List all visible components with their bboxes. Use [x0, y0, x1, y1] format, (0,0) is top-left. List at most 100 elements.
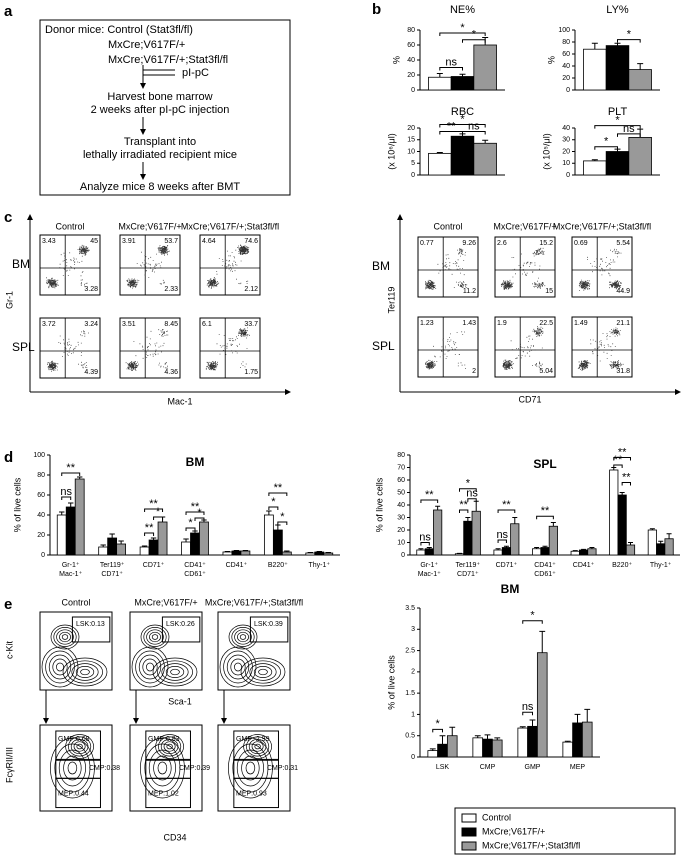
quadrant-value: 53.7	[164, 238, 178, 245]
significance-bracket	[621, 482, 631, 486]
significance-label: **	[459, 499, 468, 511]
quadrant-value: 11.2	[463, 288, 476, 295]
contour	[41, 646, 79, 688]
error-bar	[666, 533, 672, 539]
y-tick-label: 0	[411, 87, 415, 94]
bar	[540, 547, 550, 556]
x-tick-label: CD41⁺	[226, 562, 248, 569]
y-tick-label: 2	[411, 669, 415, 676]
bar	[116, 543, 127, 556]
significance-label: **	[274, 482, 283, 494]
flow-dots	[206, 244, 250, 289]
bar	[157, 521, 168, 556]
significance-bracket	[462, 39, 486, 43]
y-axis-label: % of live cells	[374, 477, 384, 532]
significance-bracket	[594, 125, 641, 129]
error-bar	[436, 151, 443, 154]
significance-label: *	[271, 496, 276, 508]
quadrant-value: 1.75	[244, 369, 258, 376]
significance-bracket	[594, 146, 618, 150]
error-bar	[449, 726, 456, 736]
contour	[163, 741, 176, 752]
contour	[146, 662, 154, 672]
contour	[138, 654, 162, 680]
error-bar	[436, 73, 443, 78]
x-tick-label: GMP	[525, 764, 541, 771]
schema-donor: MxCre;V617F/+;Stat3fl/fl	[108, 54, 228, 66]
error-bar	[584, 708, 591, 723]
error-bar	[109, 533, 115, 538]
significance-label: **	[502, 499, 511, 511]
gate-label: LSK:0.26	[166, 621, 195, 628]
quadrant-value: 5.54	[616, 240, 630, 247]
significance-bracket	[617, 39, 641, 43]
contour	[71, 663, 99, 681]
bar	[473, 44, 497, 91]
contour	[63, 755, 82, 781]
axis-label: Gr-1	[4, 291, 14, 309]
error-bar	[76, 476, 83, 479]
bar	[493, 549, 503, 556]
y-tick-label: 40	[407, 57, 415, 64]
contour	[230, 658, 246, 676]
column-title: MxCre;V617F/+	[134, 597, 197, 607]
error-bar	[439, 735, 446, 745]
flow-dots	[126, 245, 170, 289]
significance-bracket	[185, 527, 196, 531]
y-axis-label: % of live cells	[386, 655, 396, 710]
quadrant-value: 4.64	[202, 238, 216, 245]
error-bar	[637, 63, 644, 70]
error-bar	[150, 537, 157, 540]
y-tick-label: 60	[562, 51, 570, 58]
y-tick-label: 80	[397, 452, 405, 459]
error-bar	[534, 547, 540, 549]
y-tick-label: 0	[411, 754, 415, 761]
error-bar	[658, 540, 664, 544]
bar	[562, 741, 574, 758]
error-bar	[429, 748, 436, 751]
flow-dots	[47, 330, 89, 372]
contour	[50, 737, 95, 799]
error-bar	[316, 551, 322, 552]
bar	[446, 735, 458, 758]
schema-step: Transplant into	[124, 136, 196, 148]
gate	[145, 730, 191, 761]
x-tick-label: Thy-1⁺	[308, 562, 330, 569]
y-tick-label: 20	[562, 148, 570, 155]
error-bar	[118, 540, 124, 544]
contour	[155, 734, 184, 759]
x-tick-label: Ter119⁺ CD71⁺	[100, 562, 125, 578]
quadrant-value: 74.6	[244, 238, 258, 245]
bar	[433, 509, 443, 556]
bar	[454, 553, 465, 556]
contour	[157, 761, 168, 775]
chart-title: PLT	[608, 106, 628, 118]
contour	[232, 743, 269, 793]
contour	[253, 666, 273, 678]
bar	[428, 76, 452, 91]
bar	[437, 743, 448, 758]
significance-label: **	[149, 498, 158, 510]
significance-label: *	[188, 517, 193, 529]
y-tick-label: 60	[407, 42, 415, 49]
contour	[243, 734, 272, 759]
bar	[74, 478, 85, 556]
y-tick-label: 3.5	[405, 605, 415, 612]
y-tick-label: 0	[566, 172, 570, 179]
error-bar	[233, 550, 240, 551]
schema-step: lethally irradiated recipient mice	[83, 149, 237, 161]
significance-bracket	[144, 532, 155, 536]
y-axis-label: % of live cells	[12, 477, 22, 532]
row-label: BM	[12, 257, 30, 271]
y-tick-label: 40	[562, 125, 570, 132]
x-tick-label: LSK	[436, 764, 450, 771]
quadrant-value: 31.8	[616, 368, 630, 375]
x-tick-label: CD41⁺ CD61⁺	[184, 562, 206, 578]
y-tick-label: 20	[562, 75, 570, 82]
significance-bracket	[459, 488, 477, 492]
bar	[647, 529, 657, 556]
contour	[226, 654, 250, 680]
y-tick-label: 3	[411, 626, 415, 633]
significance-bracket	[144, 508, 164, 512]
quadrant-value: 1.49	[574, 320, 588, 327]
